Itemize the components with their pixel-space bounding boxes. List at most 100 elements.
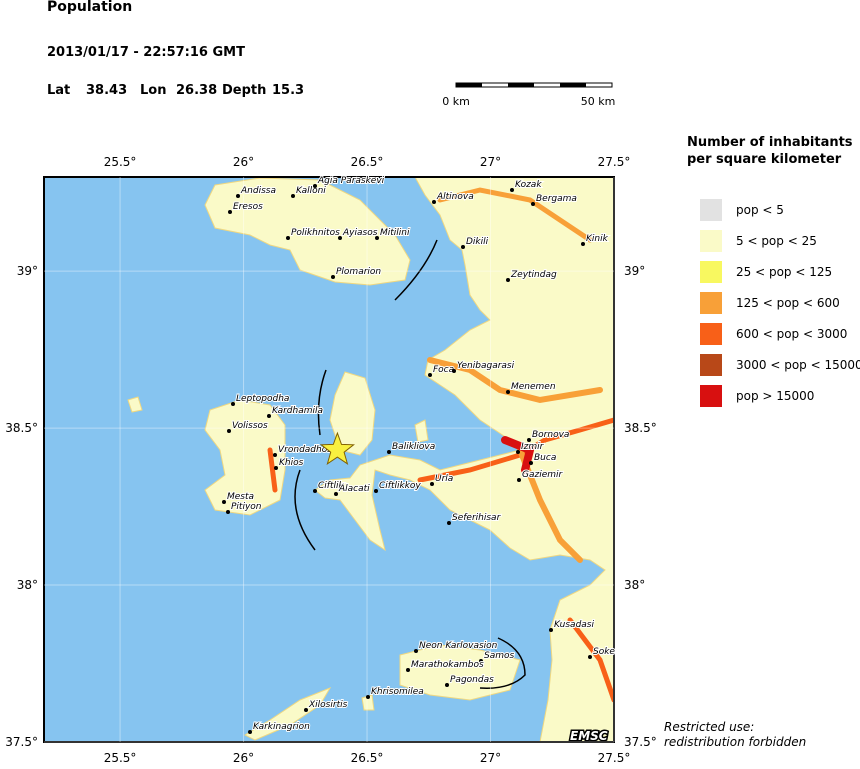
city-dot: [226, 510, 230, 514]
city-dot: [531, 202, 535, 206]
city-label: Izmir: [521, 442, 545, 452]
y-tick-label: 38°: [17, 578, 38, 592]
city-dot: [291, 194, 295, 198]
city-dot: [274, 466, 278, 470]
depth-label: Depth: [222, 83, 266, 98]
city-dot: [236, 194, 240, 198]
city-dot: [338, 236, 342, 240]
scale-start: 0 km: [442, 95, 470, 108]
y-tick-label: 39°: [624, 264, 645, 278]
city-dot: [414, 649, 418, 653]
x-tick-label: 27°: [480, 751, 501, 765]
x-tick-label: 27.5°: [598, 751, 631, 765]
city-label: Khios: [279, 458, 304, 468]
city-dot: [527, 438, 531, 442]
city-dot: [387, 450, 391, 454]
legend-label: 3000 < pop < 15000: [736, 358, 860, 372]
legend-swatch: [700, 323, 722, 345]
city-label: Polikhnitos: [291, 228, 340, 238]
city-label: Bergama: [536, 194, 577, 204]
city-label: Samos: [484, 651, 515, 661]
lon-value: 26.38: [176, 83, 217, 98]
legend-swatch: [700, 385, 722, 407]
city-label: Karkinagrion: [253, 722, 310, 732]
city-dot: [445, 683, 449, 687]
footnote: redistribution forbidden: [664, 735, 806, 749]
city-label: Eresos: [233, 202, 263, 212]
city-dot: [267, 414, 271, 418]
lat-value: 38.43: [86, 83, 127, 98]
city-dot: [506, 390, 510, 394]
city-label: Pagondas: [450, 675, 494, 685]
city-dot: [331, 275, 335, 279]
city-label: Plomarion: [336, 267, 381, 277]
city-label: Kardhamila: [272, 406, 323, 416]
city-label: Gaziemir: [522, 470, 564, 480]
city-label: Vrondadhos: [278, 445, 332, 455]
city-label: Pitiyon: [231, 502, 262, 512]
x-tick-label: 26°: [233, 155, 254, 169]
city-dot: [375, 236, 379, 240]
legend-swatch: [700, 230, 722, 252]
city-dot: [461, 245, 465, 249]
legend-label: 600 < pop < 3000: [736, 327, 847, 341]
city-label: Leptopodha: [236, 394, 289, 404]
emsc-badge: EMSC: [570, 729, 608, 743]
city-dot: [581, 242, 585, 246]
city-label: Menemen: [511, 382, 556, 392]
depth-value: 15.3: [272, 83, 304, 98]
city-dot: [447, 521, 451, 525]
city-label: Bornova: [532, 430, 569, 440]
city-label: Mitilini: [380, 228, 410, 238]
city-label: Dikili: [466, 237, 489, 247]
city-label: Kinik: [586, 234, 609, 244]
city-dot: [227, 429, 231, 433]
legend-label: pop < 5: [736, 203, 784, 217]
epicenter: [319, 431, 355, 465]
city-label: Foca: [433, 365, 454, 375]
city-label: Ciftlik: [318, 481, 344, 491]
scale-end: 50 km: [581, 95, 616, 108]
datetime: 2013/01/17 - 22:57:16 GMT: [47, 45, 245, 60]
lat-label: Lat: [47, 83, 70, 98]
lon-label: Lon: [140, 83, 166, 98]
city-dot: [313, 489, 317, 493]
city-dot: [304, 708, 308, 712]
x-tick-label: 27°: [480, 155, 501, 169]
city-dot: [231, 402, 235, 406]
city-label: Kusadasi: [554, 620, 594, 630]
city-label: Volissos: [232, 421, 268, 431]
city-dot: [510, 188, 514, 192]
city-label: Neon Karlovasion: [419, 641, 498, 651]
city-label: Zeytindag: [510, 270, 557, 280]
city-label: Marathokambos: [411, 660, 484, 670]
city-label: Kozak: [515, 180, 542, 190]
city-dot: [334, 492, 338, 496]
city-dot: [432, 200, 436, 204]
city-dot: [286, 236, 290, 240]
legend-swatch: [700, 292, 722, 314]
map-frame: [43, 176, 615, 743]
city-label: Urla: [435, 474, 453, 484]
city-dot: [517, 478, 521, 482]
city-dot: [313, 184, 317, 188]
y-tick-label: 38°: [624, 578, 645, 592]
x-tick-label: 26°: [233, 751, 254, 765]
city-label: Khrisomilea: [371, 687, 424, 697]
city-label: Andissa: [240, 186, 276, 196]
x-tick-label: 25.5°: [104, 155, 137, 169]
legend-label: 5 < pop < 25: [736, 234, 817, 248]
city-label: Altinova: [436, 192, 474, 202]
city-dot: [430, 482, 434, 486]
city-dot: [529, 461, 533, 465]
city-label: Kalloni: [296, 186, 326, 196]
legend-label: pop > 15000: [736, 389, 814, 403]
footnote: Restricted use:: [664, 720, 754, 734]
legend-swatch: [700, 199, 722, 221]
legend-title: Number of inhabitants: [687, 135, 853, 150]
city-dot: [406, 668, 410, 672]
scale-bar: [455, 82, 613, 88]
city-label: Ayiasos: [342, 228, 378, 238]
city-dot: [588, 655, 592, 659]
